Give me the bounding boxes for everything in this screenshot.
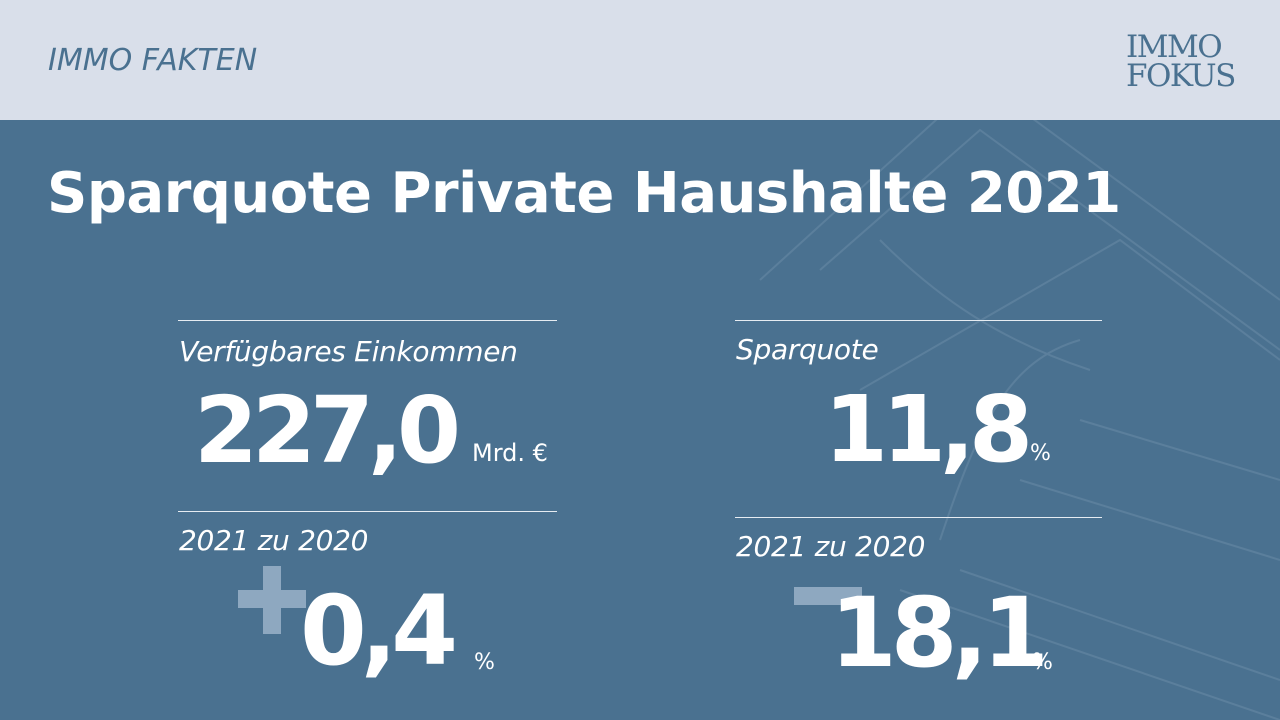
right-bottom-rule (735, 517, 1102, 518)
savings-rate-change-value: 18,1 (830, 577, 1049, 689)
income-value: 227,0 (194, 377, 461, 484)
savings-rate-unit: % (1030, 441, 1051, 466)
savings-rate-value: 11,8 (824, 376, 1033, 483)
left-change-label: 2021 zu 2020 (179, 524, 369, 557)
immofokus-logo: IMMO FOKUS (1126, 29, 1256, 94)
right-label: Sparquote (736, 333, 879, 366)
income-change-value: 0,4 (300, 575, 458, 687)
logo-line-2: FOKUS (1126, 58, 1236, 94)
header-bar: IMMO FAKTEN IMMO FOKUS (0, 0, 1280, 120)
minus-sign-icon (794, 587, 862, 605)
right-change-label: 2021 zu 2020 (736, 530, 926, 563)
left-top-rule (178, 320, 557, 321)
income-unit: Mrd. € (472, 439, 548, 467)
left-bottom-rule (178, 511, 557, 512)
right-top-rule (735, 320, 1102, 321)
logo-line-1: IMMO (1126, 29, 1223, 65)
income-change-unit: % (474, 650, 495, 675)
section-title: IMMO FAKTEN (48, 43, 258, 78)
plus-sign-icon (238, 566, 306, 634)
page-title: Sparquote Private Haushalte 2021 (47, 161, 1121, 226)
left-label: Verfügbares Einkommen (179, 335, 518, 368)
savings-rate-change-unit: % (1032, 650, 1053, 675)
